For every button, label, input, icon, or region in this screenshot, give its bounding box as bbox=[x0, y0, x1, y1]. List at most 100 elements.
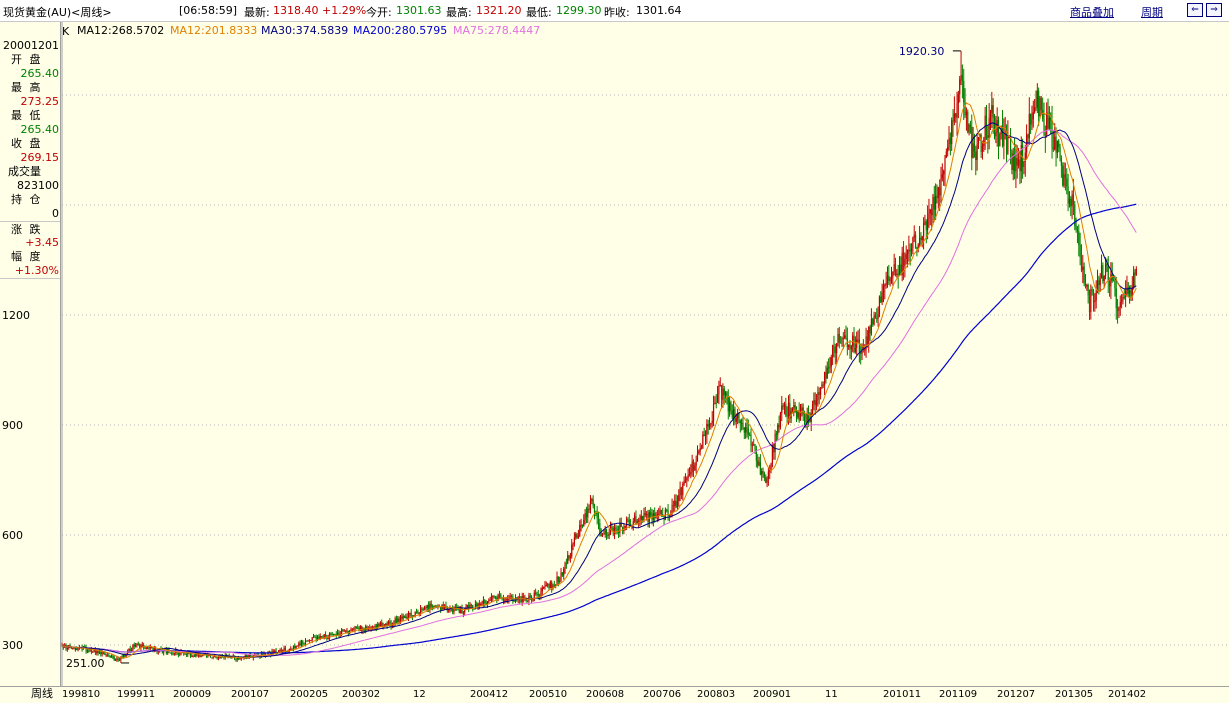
candle-body bbox=[492, 596, 494, 598]
candle-body bbox=[163, 650, 165, 653]
candle-body bbox=[1044, 134, 1046, 136]
candle-body bbox=[976, 144, 978, 160]
candle-body bbox=[1106, 263, 1108, 267]
scroll-right-icon[interactable]: ⇒ bbox=[1206, 3, 1222, 17]
candle-body bbox=[880, 296, 882, 303]
candle-body bbox=[612, 528, 614, 534]
candle-body bbox=[201, 654, 204, 657]
candle-body bbox=[569, 556, 571, 559]
candle-body bbox=[441, 604, 443, 610]
candle-body bbox=[939, 187, 941, 196]
candle-body bbox=[576, 534, 578, 538]
candle-body bbox=[120, 656, 122, 660]
candle-body bbox=[747, 428, 749, 435]
candle-body bbox=[282, 650, 284, 652]
candle-body bbox=[1070, 198, 1072, 207]
candle-body bbox=[553, 585, 555, 587]
prev-close-label: 昨收: bbox=[604, 6, 630, 19]
candle-body bbox=[795, 412, 798, 418]
candle-body bbox=[720, 385, 723, 400]
candle-body bbox=[559, 580, 561, 582]
candle-body bbox=[427, 605, 430, 610]
candle-body bbox=[147, 647, 149, 649]
x-tick-label: 11 bbox=[825, 689, 838, 700]
candle-body bbox=[370, 626, 372, 629]
candle-body bbox=[1118, 307, 1120, 311]
candle-body bbox=[577, 535, 580, 538]
candle-body bbox=[777, 424, 779, 435]
candle-body bbox=[151, 646, 153, 648]
candle-body bbox=[766, 478, 768, 483]
candle-body bbox=[967, 111, 969, 133]
candle-body bbox=[1059, 147, 1061, 159]
candle-body bbox=[749, 434, 751, 436]
candle-body bbox=[829, 366, 831, 369]
candle-body bbox=[802, 407, 804, 415]
candle-body bbox=[1100, 265, 1103, 279]
info-oi-label: 持 仓 bbox=[11, 193, 43, 206]
candle-body bbox=[734, 409, 736, 422]
candle-body bbox=[1008, 136, 1010, 138]
candle-body bbox=[105, 654, 107, 656]
candle-body bbox=[814, 400, 816, 406]
candle-body bbox=[156, 650, 158, 653]
candle-body bbox=[579, 524, 581, 536]
candle-body bbox=[486, 601, 489, 605]
candle-body bbox=[1043, 119, 1045, 135]
candle-body bbox=[354, 626, 356, 631]
period-link[interactable]: 周期 bbox=[1141, 6, 1163, 19]
candle-body bbox=[244, 655, 246, 657]
candle-body bbox=[825, 371, 827, 379]
candle-body bbox=[1110, 273, 1112, 287]
candle-body bbox=[676, 501, 679, 508]
candle-body bbox=[927, 218, 929, 231]
candle-body bbox=[484, 600, 486, 604]
candle-body bbox=[993, 117, 996, 137]
candle-body bbox=[395, 618, 398, 622]
candle-body bbox=[876, 318, 878, 320]
candle-body bbox=[675, 500, 677, 508]
candle-body bbox=[767, 471, 770, 479]
ma200-line bbox=[61, 203, 1137, 654]
candle-body bbox=[535, 592, 537, 595]
open-value: 1301.63 bbox=[396, 4, 442, 17]
candle-body bbox=[312, 636, 315, 638]
candle-body bbox=[727, 396, 729, 412]
candle-body bbox=[1022, 145, 1024, 168]
candle-body bbox=[845, 335, 847, 339]
candle-body bbox=[407, 614, 410, 620]
candle-body bbox=[544, 585, 546, 588]
candle-body bbox=[291, 648, 293, 650]
candle-body bbox=[517, 597, 519, 600]
candle-body bbox=[189, 652, 192, 657]
scroll-left-icon[interactable]: ⇐ bbox=[1187, 3, 1203, 17]
candle-body bbox=[785, 404, 787, 416]
candle-body bbox=[76, 648, 78, 651]
x-tick-label: 200302 bbox=[342, 689, 380, 700]
candle-body bbox=[547, 584, 549, 586]
high-label: 最高: bbox=[446, 6, 472, 19]
candle-body bbox=[496, 597, 498, 600]
candle-body bbox=[421, 608, 423, 610]
low-annotation: 251.00 bbox=[66, 657, 105, 670]
candle-body bbox=[378, 624, 380, 627]
candle-body bbox=[66, 648, 68, 650]
candle-body bbox=[587, 508, 589, 518]
candle-body bbox=[78, 647, 80, 649]
candle-body bbox=[609, 526, 612, 534]
candle-body bbox=[738, 412, 740, 421]
candle-body bbox=[783, 404, 786, 407]
candle-body bbox=[943, 170, 945, 175]
candle-body bbox=[894, 264, 897, 275]
commodity-overlay-link[interactable]: 商品叠加 bbox=[1070, 6, 1114, 19]
candle-body bbox=[672, 505, 675, 507]
candle-body bbox=[991, 105, 993, 114]
candle-body bbox=[337, 632, 339, 636]
candle-body bbox=[918, 237, 921, 245]
candle-body bbox=[1031, 119, 1033, 125]
candle-body bbox=[794, 405, 796, 413]
candle-body bbox=[921, 236, 923, 241]
candle-body bbox=[307, 640, 309, 642]
candle-body bbox=[947, 146, 949, 152]
